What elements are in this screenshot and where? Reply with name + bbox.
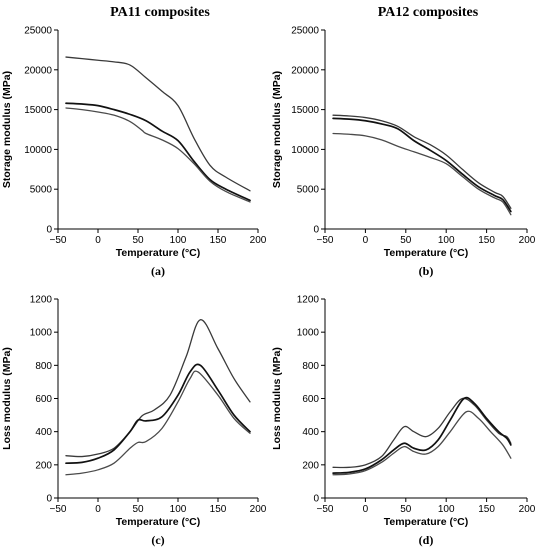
panel-label: (a) — [151, 264, 165, 278]
y-axis-label: Storage modulus (MPa) — [271, 71, 283, 188]
y-tick-label: 5000 — [297, 185, 320, 196]
column-title-pa12: PA12 composites — [378, 5, 479, 20]
x-tick-label: 200 — [250, 504, 267, 515]
chart-panel-0: −50 0 50 100 150 2000500010000150002000025000… — [1, 26, 267, 279]
x-tick-label: 150 — [478, 504, 495, 515]
x-axis-label: Temperature (°C) — [116, 516, 201, 528]
x-axis-label: Temperature (°C) — [384, 516, 469, 528]
x-tick-label: 0 — [95, 504, 101, 515]
series-line-2 — [65, 107, 251, 203]
chart-panel-1: −50 0 50 100 150 2000500010000150002000025000… — [271, 26, 536, 279]
y-tick-label: 200 — [302, 460, 319, 471]
x-tick-label: 0 — [95, 235, 101, 246]
y-tick-label: 25000 — [291, 26, 319, 37]
series-line-0 — [332, 397, 512, 469]
series-line-1 — [332, 117, 512, 213]
y-tick-label: 0 — [313, 494, 319, 505]
y-tick-label: 600 — [302, 394, 319, 405]
panel-label: (d) — [419, 533, 434, 547]
y-tick-label: 0 — [46, 494, 52, 505]
y-tick-label: 20000 — [291, 65, 319, 76]
chart-panel-2: −50 0 50 100 150 200020040060080010001200Temp… — [1, 295, 267, 548]
y-tick-label: 200 — [35, 460, 52, 471]
x-tick-label: 0 — [363, 235, 369, 246]
x-tick-label: 100 — [438, 504, 455, 515]
series-line-1 — [65, 102, 251, 202]
x-tick-label: −50 — [50, 235, 67, 246]
x-tick-label: −50 — [317, 235, 334, 246]
x-tick-label: 150 — [210, 235, 227, 246]
y-tick-label: 15000 — [291, 105, 319, 116]
x-tick-label: 50 — [132, 504, 144, 515]
series-line-0 — [65, 319, 251, 458]
y-tick-label: 10000 — [291, 145, 319, 156]
series-line-2 — [332, 410, 512, 476]
y-tick-label: 1000 — [30, 328, 53, 339]
x-tick-label: 50 — [400, 235, 412, 246]
y-tick-label: 5000 — [30, 185, 53, 196]
x-tick-label: 100 — [170, 504, 187, 515]
y-axis-label: Storage modulus (MPa) — [1, 71, 13, 188]
x-axis-label: Temperature (°C) — [116, 247, 201, 259]
y-tick-label: 15000 — [24, 105, 52, 116]
y-tick-label: 400 — [302, 427, 319, 438]
x-tick-label: 200 — [519, 235, 536, 246]
series-line-1 — [65, 363, 251, 465]
chart-panel-3: −50 0 50 100 150 200020040060080010001200Temp… — [271, 295, 536, 548]
x-tick-label: −50 — [50, 504, 67, 515]
y-tick-label: 25000 — [24, 26, 52, 37]
series-line-2 — [65, 370, 251, 476]
y-tick-label: 10000 — [24, 145, 52, 156]
y-axis-label: Loss modulus (MPa) — [271, 347, 283, 450]
x-tick-label: 50 — [132, 235, 144, 246]
x-axis-label: Temperature (°C) — [384, 247, 469, 259]
x-tick-label: 100 — [438, 235, 455, 246]
y-tick-label: 800 — [35, 361, 52, 372]
y-tick-label: 800 — [302, 361, 319, 372]
panel-label: (c) — [151, 533, 164, 547]
x-tick-label: 150 — [210, 504, 227, 515]
panel-label: (b) — [419, 264, 434, 278]
x-tick-label: 0 — [363, 504, 369, 515]
y-tick-label: 400 — [35, 427, 52, 438]
x-tick-label: 200 — [250, 235, 267, 246]
series-line-0 — [332, 114, 512, 209]
x-tick-label: 200 — [519, 504, 536, 515]
y-tick-label: 1200 — [30, 295, 53, 306]
x-tick-label: 100 — [170, 235, 187, 246]
y-tick-label: 1200 — [297, 295, 320, 306]
y-tick-label: 0 — [46, 225, 52, 236]
series-line-0 — [65, 56, 251, 192]
y-tick-label: 0 — [313, 225, 319, 236]
y-tick-label: 1000 — [297, 328, 320, 339]
x-tick-label: −50 — [317, 504, 334, 515]
y-tick-label: 20000 — [24, 65, 52, 76]
column-title-pa11: PA11 composites — [110, 5, 210, 20]
series-line-1 — [332, 396, 512, 474]
x-tick-label: 50 — [400, 504, 412, 515]
y-tick-label: 600 — [35, 394, 52, 405]
y-axis-label: Loss modulus (MPa) — [1, 347, 13, 450]
x-tick-label: 150 — [478, 235, 495, 246]
series-line-2 — [332, 132, 512, 216]
